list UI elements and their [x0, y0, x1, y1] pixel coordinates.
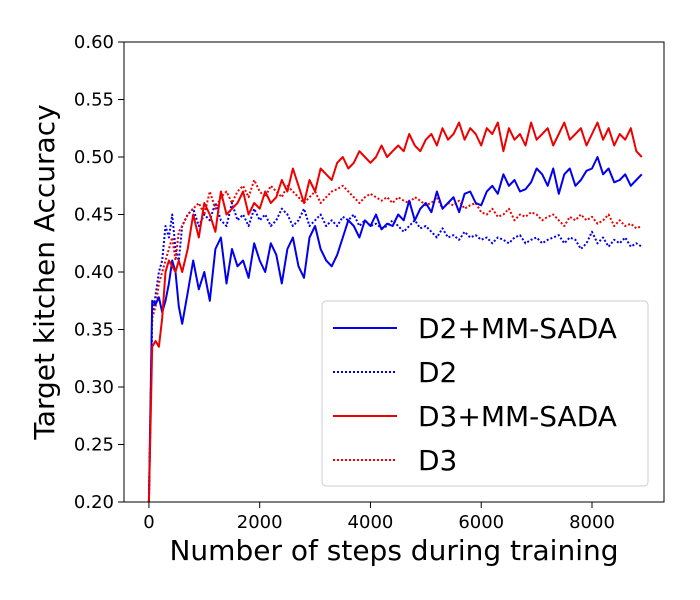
- y-tick-label: 0.20: [74, 492, 114, 513]
- y-tick-label: 0.25: [74, 435, 114, 456]
- series-line-d3-mm-sada: [147, 121, 643, 503]
- y-tick-label: 0.50: [74, 147, 114, 168]
- y-tick-label: 0.60: [74, 32, 114, 53]
- x-tick-label: 6000: [458, 512, 504, 533]
- x-tick-label: 8000: [569, 512, 615, 533]
- y-tick-label: 0.40: [74, 262, 114, 283]
- legend-label: D3: [418, 444, 457, 477]
- y-axis-title: Target kitchen Accuracy: [28, 104, 61, 440]
- x-tick-label: 4000: [348, 512, 394, 533]
- legend: D2+MM-SADA D2 D3+MM-SADA D3: [321, 300, 649, 487]
- y-tick-label: 0.30: [74, 377, 114, 398]
- y-tick-label: 0.35: [74, 320, 114, 341]
- legend-label: D2: [418, 356, 457, 389]
- y-axis: 0.20 0.25 0.30 0.35 0.40 0.45 0.50 0.55 0.60: [74, 32, 124, 513]
- series-line-d2-mm-sada: [147, 156, 643, 503]
- x-tick-label: 2000: [237, 512, 283, 533]
- x-tick-label: 0: [143, 512, 154, 533]
- x-axis-title: Number of steps during training: [169, 534, 618, 567]
- legend-box: [321, 300, 649, 487]
- series-line-d3: [147, 179, 643, 503]
- y-tick-label: 0.55: [74, 90, 114, 111]
- x-axis: 0 2000 4000 6000 8000: [143, 502, 615, 533]
- legend-label: D2+MM-SADA: [418, 312, 617, 345]
- legend-label: D3+MM-SADA: [418, 400, 617, 433]
- y-tick-label: 0.45: [74, 205, 114, 226]
- series-layer: [147, 121, 643, 503]
